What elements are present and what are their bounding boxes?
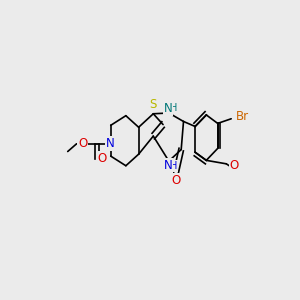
Text: H: H xyxy=(170,161,177,171)
Text: Br: Br xyxy=(236,110,249,123)
Text: O: O xyxy=(230,159,239,172)
Text: N: N xyxy=(164,102,172,115)
Text: S: S xyxy=(150,98,157,111)
Text: H: H xyxy=(170,103,177,113)
Text: N: N xyxy=(106,137,115,150)
Text: O: O xyxy=(97,152,106,165)
Text: N: N xyxy=(164,159,172,172)
Text: O: O xyxy=(78,137,88,150)
Text: O: O xyxy=(171,174,181,187)
